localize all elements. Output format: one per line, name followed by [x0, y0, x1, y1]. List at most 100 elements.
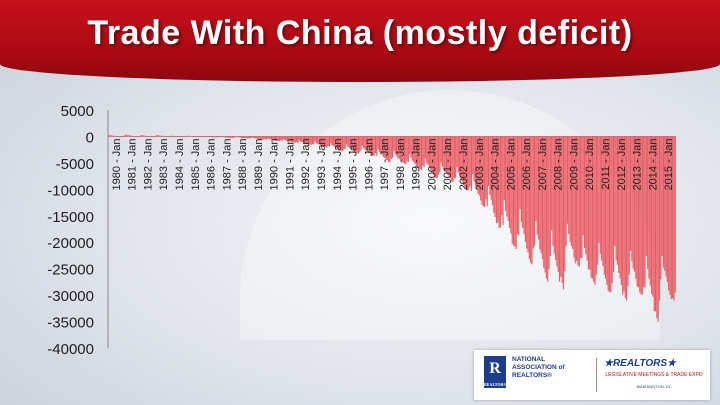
x-tick-label: 1990 - Jan: [269, 138, 281, 190]
bar: [560, 136, 562, 277]
bar: [656, 136, 658, 319]
bar: [616, 136, 618, 265]
bar: [261, 136, 263, 140]
bar: [493, 136, 495, 213]
bar: [472, 136, 474, 175]
bar: [652, 136, 654, 297]
bar: [385, 136, 387, 161]
bar: [415, 136, 417, 167]
bar: [367, 136, 369, 152]
bar: [595, 136, 597, 275]
bar: [593, 136, 595, 282]
bar: [523, 136, 525, 234]
bar: [544, 136, 546, 273]
bar: [480, 136, 482, 201]
bar: [507, 136, 509, 222]
bar: [257, 136, 260, 139]
x-tick-label: 2003 - Jan: [474, 138, 486, 190]
bar: [486, 136, 488, 207]
bar: [585, 136, 587, 255]
bar: [351, 136, 353, 150]
bar: [651, 136, 653, 294]
bar: [347, 136, 349, 147]
bar: [672, 136, 674, 299]
bar: [317, 136, 319, 144]
bar: [451, 136, 453, 182]
bar: [444, 136, 446, 173]
bar: [537, 136, 540, 240]
bar: [430, 136, 432, 170]
bar: [522, 136, 524, 229]
bar: [578, 136, 580, 267]
bar: [376, 136, 378, 156]
bar: [608, 136, 611, 293]
bar: [633, 136, 636, 272]
bar: [310, 136, 312, 145]
bar: [228, 136, 231, 138]
bar: [436, 136, 438, 179]
x-tick-label: 1998 - Jan: [395, 138, 407, 190]
bar: [246, 136, 248, 139]
bar: [564, 136, 566, 272]
x-tick-label: 1993 - Jan: [316, 138, 328, 190]
bar: [332, 136, 334, 146]
x-tick-label: 1988 - Jan: [237, 138, 249, 190]
bar: [110, 135, 112, 137]
bar: [214, 136, 216, 138]
bar: [359, 136, 361, 152]
bar: [484, 136, 486, 208]
bar: [306, 136, 308, 145]
bar: [282, 136, 285, 140]
bar: [598, 136, 600, 243]
bar: [263, 136, 265, 140]
x-tick-label: 2008 - Jan: [553, 138, 565, 190]
bar: [382, 136, 384, 157]
bar: [248, 136, 250, 139]
bar: [551, 136, 553, 231]
bar: [580, 136, 582, 258]
bar: [601, 136, 603, 261]
nar-line-3: REALTORS®: [512, 372, 552, 379]
bar: [318, 136, 320, 145]
bar: [225, 136, 227, 138]
bar: [381, 136, 383, 155]
bar: [123, 135, 125, 137]
bar: [426, 136, 428, 164]
bar: [264, 136, 266, 139]
bar: [620, 136, 622, 285]
bar: [418, 136, 420, 169]
bar: [268, 136, 270, 140]
y-tick-label: -10000: [47, 182, 94, 199]
bar: [531, 136, 533, 265]
bar: [514, 136, 516, 247]
bar: [640, 136, 642, 295]
bar: [573, 136, 575, 258]
bar: [343, 136, 345, 150]
bar: [611, 136, 613, 284]
bar: [323, 136, 325, 147]
bar: [494, 136, 496, 217]
bar: [384, 136, 386, 158]
bar: [624, 136, 626, 299]
bar: [372, 136, 374, 156]
bar: [443, 136, 445, 170]
bar: [352, 136, 354, 152]
bar: [251, 136, 253, 138]
bar: [243, 136, 245, 139]
bar: [516, 136, 519, 235]
bar: [398, 136, 400, 160]
bar: [457, 136, 459, 173]
bar: [489, 136, 491, 195]
bar: [662, 136, 665, 268]
bar: [217, 136, 219, 138]
bar: [590, 136, 592, 278]
bar: [561, 136, 563, 283]
bar: [539, 136, 541, 250]
bar: [515, 136, 517, 250]
bar: [273, 136, 275, 141]
bar: [599, 136, 601, 254]
bar: [485, 136, 487, 200]
bar: [226, 136, 228, 138]
bar: [227, 136, 229, 138]
bar: [330, 136, 332, 144]
